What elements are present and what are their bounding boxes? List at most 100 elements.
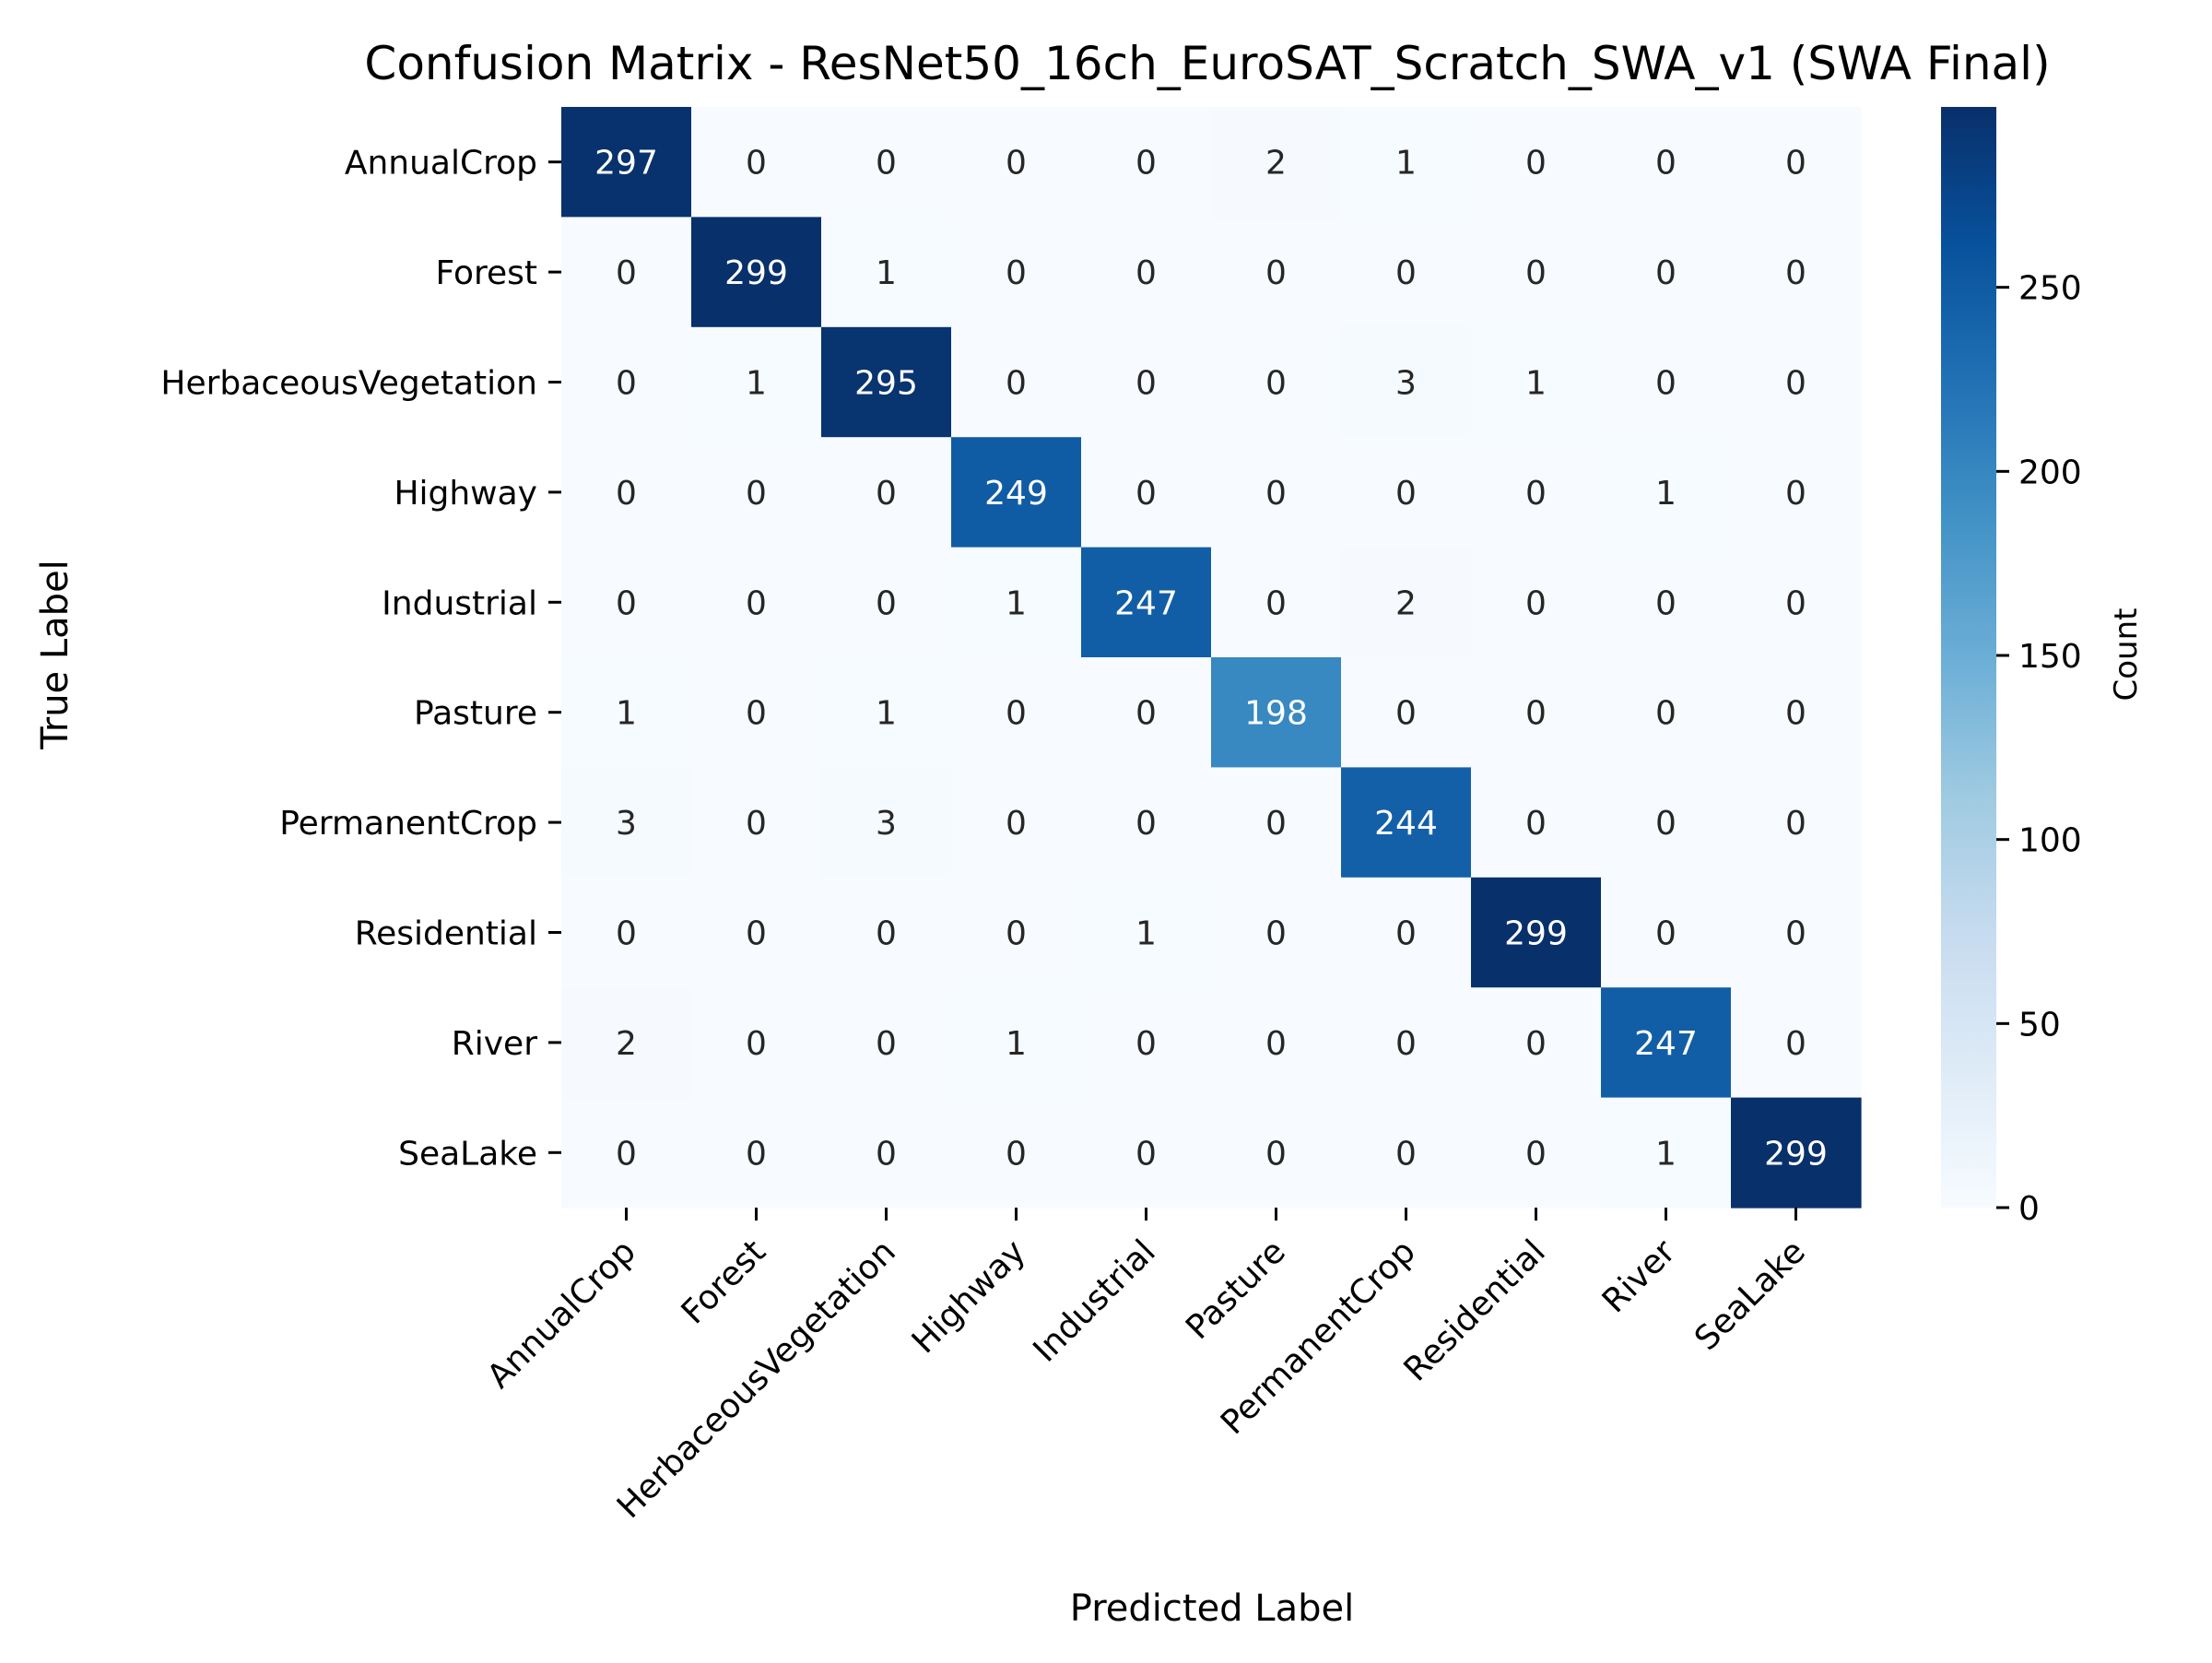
heatmap-cell xyxy=(1731,877,1862,988)
heatmap-cell xyxy=(691,767,822,879)
heatmap-cell xyxy=(1081,217,1212,328)
heatmap-cell xyxy=(1471,217,1602,328)
colorbar-tick-label: 100 xyxy=(2018,822,2082,860)
heatmap-cell xyxy=(691,877,822,988)
cell-value-label: 0 xyxy=(876,584,897,622)
cell-value-label: 0 xyxy=(1395,254,1417,292)
cell-value-label: 0 xyxy=(746,145,767,183)
cell-value-label: 0 xyxy=(1785,805,1806,843)
cell-value-label: 0 xyxy=(1785,1025,1806,1063)
heatmap-cell xyxy=(1211,326,1342,438)
cell-value-label: 3 xyxy=(616,805,637,843)
heatmap-cell xyxy=(1341,437,1472,548)
heatmap-cell xyxy=(1081,767,1212,879)
cell-value-label: 0 xyxy=(1785,475,1806,513)
heatmap-cell xyxy=(821,987,952,1099)
heatmap-cell xyxy=(1471,326,1602,438)
heatmap-cell xyxy=(1731,547,1862,658)
cell-value-label: 0 xyxy=(1265,365,1287,403)
y-tick-label: Industrial xyxy=(382,584,537,622)
heatmap-cell xyxy=(1341,877,1472,988)
cell-value-label: 0 xyxy=(616,584,637,622)
cell-value-label: 0 xyxy=(1655,584,1677,622)
cell-value-label: 0 xyxy=(616,365,637,403)
cell-value-label: 0 xyxy=(1655,805,1677,843)
cell-value-label: 0 xyxy=(1135,145,1157,183)
heatmap-cell xyxy=(1341,1097,1472,1209)
heatmap-cell xyxy=(561,547,692,658)
heatmap-cell xyxy=(691,107,822,218)
y-tick-label: AnnualCrop xyxy=(345,145,537,183)
heatmap-cell xyxy=(1341,987,1472,1099)
cell-value-label: 249 xyxy=(984,475,1048,513)
colorbar xyxy=(1941,107,1996,1208)
cell-value-label: 198 xyxy=(1244,695,1308,733)
heatmap-cell xyxy=(1341,217,1472,328)
cell-value-label: 0 xyxy=(1135,1135,1157,1173)
heatmap-cell xyxy=(1081,657,1212,768)
cell-value-label: 0 xyxy=(1525,1135,1547,1173)
heatmap-cell xyxy=(1341,547,1472,658)
y-tick-label: River xyxy=(452,1025,537,1063)
heatmap-cell xyxy=(821,107,952,218)
cell-value-label: 1 xyxy=(876,254,897,292)
cell-value-label: 0 xyxy=(1135,695,1157,733)
heatmap-cell xyxy=(561,107,692,218)
colorbar-ticks: 0 50 100 150 200 250 xyxy=(1996,270,2082,1228)
heatmap-cell xyxy=(821,1097,952,1209)
cell-value-label: 0 xyxy=(616,254,637,292)
heatmap-cell xyxy=(1081,987,1212,1099)
heatmap-cell xyxy=(1731,1097,1862,1209)
cell-value-label: 0 xyxy=(1006,1135,1027,1173)
heatmap-cell xyxy=(1601,1097,1732,1209)
heatmap-cell xyxy=(561,657,692,768)
heatmap-cell xyxy=(561,326,692,438)
cell-value-label: 244 xyxy=(1374,805,1438,843)
heatmap-cell xyxy=(951,326,1082,438)
heatmap-cell xyxy=(1211,987,1342,1099)
heatmap-cell xyxy=(1601,437,1732,548)
cell-value-label: 247 xyxy=(1114,584,1178,622)
heatmap-cell xyxy=(1731,107,1862,218)
heatmap-cell xyxy=(951,767,1082,879)
cell-value-label: 299 xyxy=(1764,1135,1828,1173)
cell-value-label: 0 xyxy=(1525,254,1547,292)
cell-value-label: 0 xyxy=(1785,584,1806,622)
cell-value-label: 0 xyxy=(1006,695,1027,733)
heatmap-cell xyxy=(951,877,1082,988)
cell-value-label: 1 xyxy=(1006,584,1027,622)
chart-title: Confusion Matrix - ResNet50_16ch_EuroSAT… xyxy=(364,37,2050,90)
heatmap-cell xyxy=(1471,1097,1602,1209)
cell-value-label: 0 xyxy=(1655,915,1677,953)
cell-value-label: 0 xyxy=(1006,254,1027,292)
cell-value-label: 1 xyxy=(1655,1135,1677,1173)
heatmap-cell xyxy=(1211,1097,1342,1209)
heatmap-cell xyxy=(951,217,1082,328)
heatmap-cell xyxy=(821,877,952,988)
colorbar-tick-label: 250 xyxy=(2018,270,2082,308)
heatmap-cell xyxy=(821,217,952,328)
heatmap-cell xyxy=(691,1097,822,1209)
cell-value-label: 0 xyxy=(1135,254,1157,292)
heatmap-cell xyxy=(1211,217,1342,328)
cell-value-label: 0 xyxy=(1265,584,1287,622)
heatmap-cell xyxy=(1341,767,1472,879)
colorbar-tick-label: 150 xyxy=(2018,638,2082,676)
cell-value-label: 0 xyxy=(1006,365,1027,403)
heatmap-cell xyxy=(821,437,952,548)
heatmap-cell xyxy=(951,1097,1082,1209)
heatmap-cell xyxy=(1601,326,1732,438)
heatmap-cell xyxy=(1081,877,1212,988)
cell-value-label: 0 xyxy=(1785,695,1806,733)
heatmap-cell xyxy=(1211,767,1342,879)
heatmap-cell xyxy=(1601,987,1732,1099)
y-tick-label: Residential xyxy=(355,915,537,953)
heatmap-cell xyxy=(821,657,952,768)
heatmap-cell xyxy=(561,987,692,1099)
heatmap-cell xyxy=(561,437,692,548)
cell-value-label: 0 xyxy=(1395,475,1417,513)
heatmap-cell xyxy=(1601,547,1732,658)
cell-value-label: 0 xyxy=(616,915,637,953)
cell-value-label: 299 xyxy=(724,254,788,292)
heatmap-cell xyxy=(1601,767,1732,879)
